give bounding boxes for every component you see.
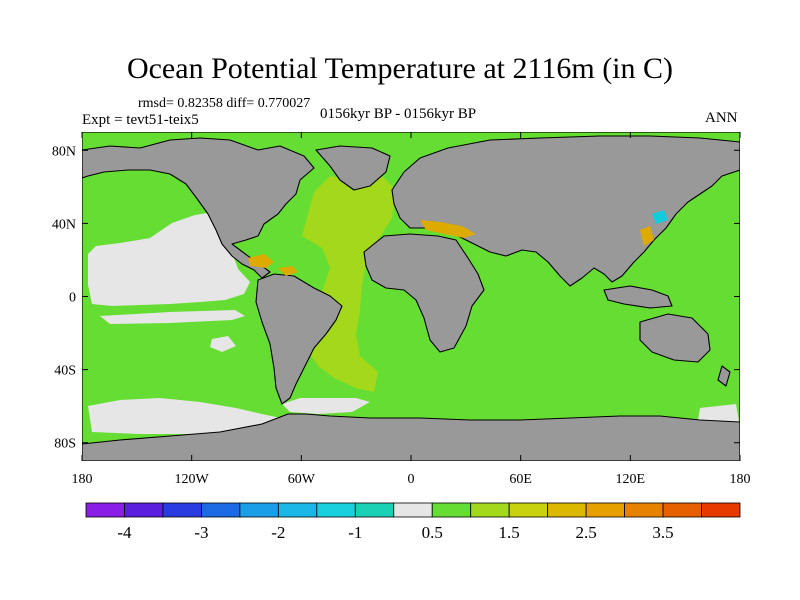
colorbar-label: -2 [271, 523, 285, 542]
colorbar-swatch [316, 502, 356, 518]
stats-text: rmsd= 0.82358 diff= 0.770027 [138, 96, 311, 111]
pacific-white-small [210, 336, 236, 352]
colorbar-swatch [201, 502, 241, 518]
map-area [82, 132, 740, 461]
x-axis: 180 120W 60W 0 60E 120E 180 [72, 132, 751, 487]
colorbar-label: 3.5 [652, 523, 673, 542]
colorbar-swatch [354, 502, 395, 518]
cold-spot-japan [652, 210, 668, 224]
antarctica [82, 413, 740, 461]
y-tick-label: 40N [52, 217, 76, 232]
x-tick-label: 60E [509, 472, 532, 487]
japan-warm [640, 226, 654, 246]
australia [639, 313, 711, 363]
mediterranean-warm [420, 220, 476, 238]
gulf-of-mexico-warm [248, 254, 274, 268]
colorbar-label: -1 [348, 523, 362, 542]
land-masses [82, 135, 740, 461]
colorbar-swatch [239, 502, 279, 518]
atlantic-warm-tongue [302, 176, 396, 392]
africa [363, 233, 485, 353]
colorbar-swatch [124, 502, 164, 518]
colorbar-swatch [393, 502, 433, 518]
colorbar: -4 -3 -2 -1 0.5 1.5 2.5 3.5 [85, 502, 741, 542]
colorbar-swatch [508, 502, 549, 518]
pacific-white-north [88, 212, 250, 306]
colorbar-swatch [547, 502, 587, 518]
eurasia [391, 135, 740, 287]
greenland [315, 145, 391, 191]
colorbar-label: -4 [117, 523, 132, 542]
map-title: Ocean Potential Temperature at 2116m (in… [126, 52, 674, 85]
colorbar-swatch [662, 502, 702, 518]
experiment-label: Expt = tevt51-teix5 [82, 112, 199, 128]
y-tick-label: 0 [69, 291, 76, 306]
colorbar-swatch [277, 502, 318, 518]
colorbar-label: 1.5 [499, 523, 520, 542]
colorbar-label: -3 [194, 523, 208, 542]
colorbar-swatch [85, 502, 125, 518]
pacific-white-band [100, 310, 245, 324]
caribbean-warm [278, 266, 298, 276]
colorbar-swatch [585, 502, 625, 518]
x-tick-label: 120E [616, 472, 646, 487]
colorbar-swatch [624, 502, 664, 518]
colorbar-swatch [470, 502, 510, 518]
season-label: ANN [705, 110, 738, 126]
x-tick-label: 0 [408, 472, 415, 487]
y-tick-label: 80N [52, 144, 76, 159]
colorbar-swatch [162, 502, 202, 518]
x-tick-label: 60W [288, 472, 316, 487]
y-tick-label: 40S [54, 364, 76, 379]
y-tick-label: 80S [54, 437, 76, 452]
colorbar-label: 0.5 [422, 523, 443, 542]
colorbar-swatch [431, 502, 472, 518]
new-zealand [717, 365, 731, 387]
indonesia [603, 285, 673, 309]
x-tick-label: 120W [175, 472, 210, 487]
southern-white-atlantic [282, 398, 370, 414]
y-axis: 80N 40N 0 40S 80S [52, 144, 740, 452]
colorbar-swatch [701, 502, 741, 518]
north-america [82, 137, 315, 279]
x-tick-label: 180 [730, 472, 751, 487]
south-america [255, 273, 343, 405]
warm-spots [248, 220, 654, 276]
period-label: 0156kyr BP - 0156kyr BP [320, 106, 477, 122]
colorbar-label: 2.5 [575, 523, 596, 542]
x-tick-label: 180 [72, 472, 93, 487]
southern-white-pacific [88, 398, 300, 434]
